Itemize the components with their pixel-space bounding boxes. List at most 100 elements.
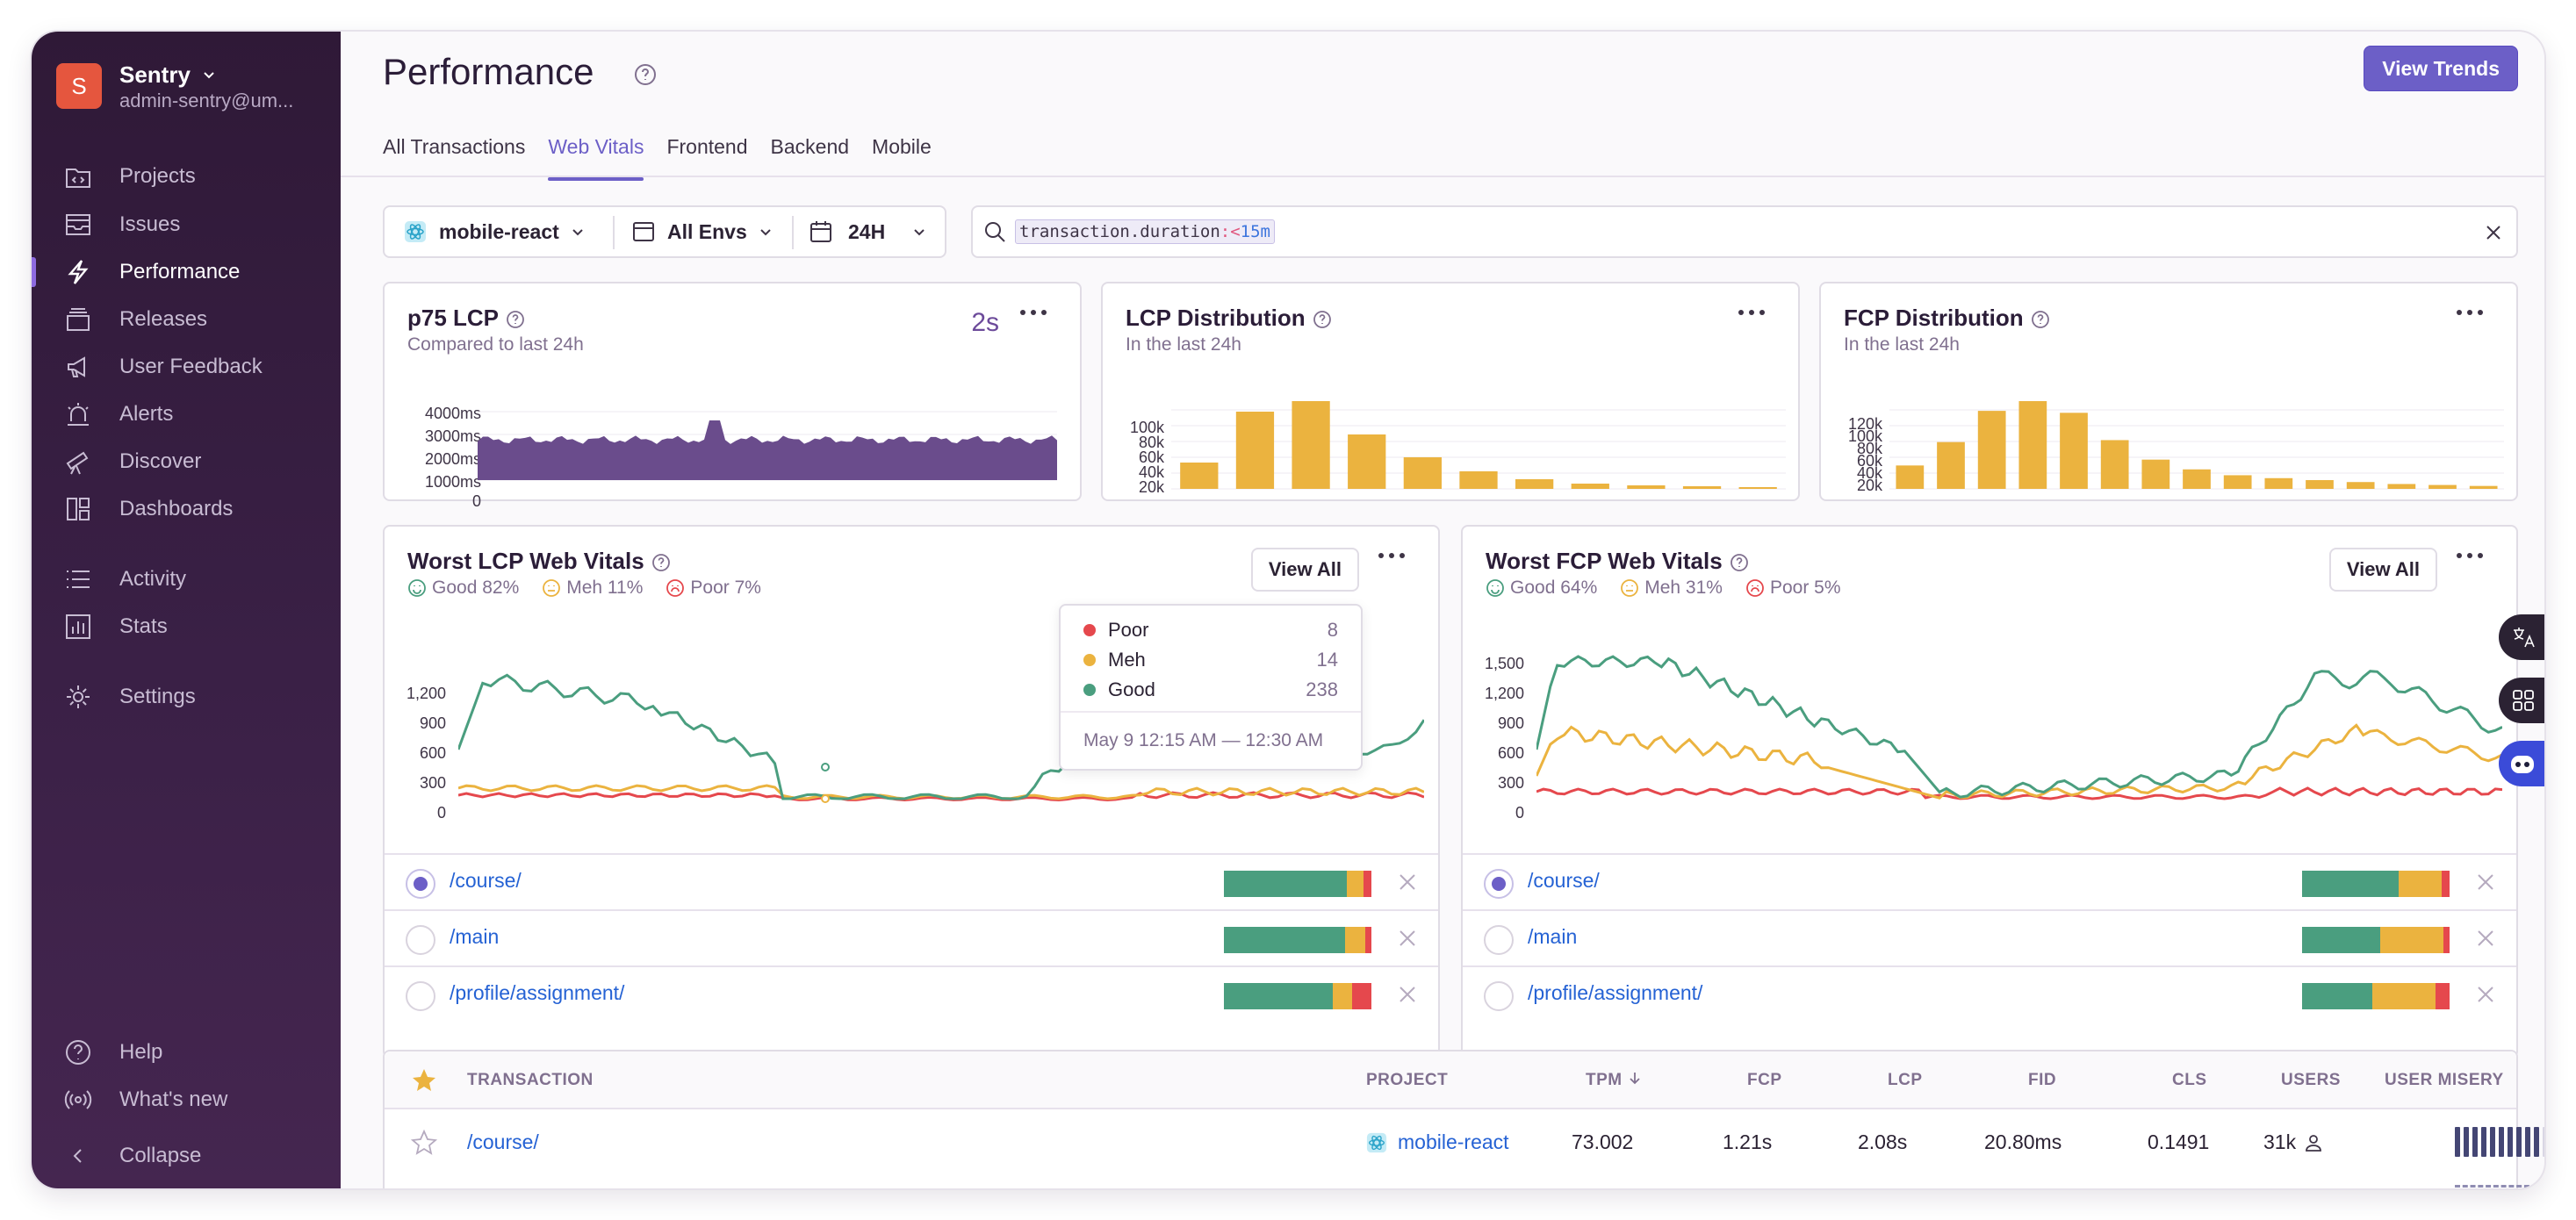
tab-all-transactions[interactable]: All Transactions <box>383 135 526 158</box>
sidebar-item-performance[interactable]: Performance <box>32 252 341 292</box>
date-range-selector[interactable]: 24H <box>809 207 927 256</box>
sidebar-item-dashboards[interactable]: Dashboards <box>32 489 341 529</box>
distribution-bar[interactable] <box>1292 401 1330 489</box>
sidebar-item-whats-new[interactable]: What's new <box>32 1080 341 1120</box>
assistant-button[interactable] <box>2499 741 2544 786</box>
column-header-transaction[interactable]: TRANSACTION <box>467 1071 594 1089</box>
transaction-link[interactable]: /course/ <box>1528 869 1600 892</box>
row-radio[interactable] <box>1484 869 1514 899</box>
close-icon[interactable] <box>2474 927 2497 950</box>
distribution-bar[interactable] <box>1738 487 1777 489</box>
close-icon[interactable] <box>1396 983 1419 1006</box>
distribution-bar[interactable] <box>1180 463 1219 489</box>
help-icon[interactable] <box>651 553 671 572</box>
sidebar-item-settings[interactable]: Settings <box>32 677 341 717</box>
column-header-fcp[interactable]: FCP <box>1747 1071 1782 1089</box>
distribution-bar[interactable] <box>1348 434 1386 489</box>
column-header-fid[interactable]: FID <box>2028 1071 2057 1089</box>
transaction-link[interactable]: /course/ <box>450 869 522 892</box>
distribution-bar[interactable] <box>1459 471 1498 489</box>
org-name[interactable]: Sentry <box>119 61 216 89</box>
tab-frontend[interactable]: Frontend <box>666 135 748 158</box>
transaction-link[interactable]: /course/ <box>467 1130 539 1153</box>
distribution-bar[interactable] <box>2428 484 2457 489</box>
distribution-bar[interactable] <box>1627 485 1666 489</box>
column-header-tpm[interactable]: TPM <box>1586 1071 1642 1090</box>
close-icon[interactable] <box>1396 927 1419 950</box>
distribution-bar[interactable] <box>2100 440 2129 489</box>
table-row[interactable]: /course/ <box>1463 853 2516 909</box>
sidebar-item-activity[interactable]: Activity <box>32 559 341 599</box>
tab-backend[interactable]: Backend <box>770 135 850 158</box>
row-radio[interactable] <box>406 869 435 899</box>
transaction-link[interactable]: /main <box>1528 925 1578 948</box>
sidebar-item-issues[interactable]: Issues <box>32 205 341 245</box>
close-icon[interactable] <box>2474 871 2497 893</box>
distribution-bar[interactable] <box>1403 457 1442 489</box>
search-query-token[interactable]: transaction.duration:<15m <box>1015 219 1275 244</box>
distribution-bar[interactable] <box>2223 475 2252 489</box>
close-icon[interactable] <box>2485 224 2502 241</box>
distribution-bar[interactable] <box>2387 484 2416 489</box>
table-row[interactable]: /main <box>385 909 1438 965</box>
column-header-user-misery[interactable]: USER MISERY <box>2385 1071 2504 1089</box>
table-row[interactable]: /profile/assignment/ <box>1463 965 2516 1022</box>
distribution-bar[interactable] <box>2141 459 2170 489</box>
apps-button[interactable] <box>2499 678 2544 723</box>
translate-button[interactable] <box>2499 614 2544 660</box>
project-selector[interactable]: mobile-react <box>404 207 586 256</box>
distribution-bar[interactable] <box>2183 469 2211 489</box>
sidebar-item-projects[interactable]: Projects <box>32 156 341 197</box>
help-icon[interactable] <box>506 310 525 329</box>
help-icon[interactable] <box>1313 310 1332 329</box>
more-menu-button[interactable] <box>1738 310 1765 319</box>
table-row[interactable]: /profile/assignment/ <box>385 965 1438 1022</box>
distribution-bar[interactable] <box>1682 486 1722 489</box>
sidebar-item-releases[interactable]: Releases <box>32 299 341 340</box>
distribution-bar[interactable] <box>1235 412 1275 489</box>
distribution-bar[interactable] <box>1571 484 1609 489</box>
column-header-project[interactable]: PROJECT <box>1366 1071 1449 1089</box>
close-icon[interactable] <box>1396 871 1419 893</box>
table-row[interactable]: /main <box>1463 909 2516 965</box>
view-all-button[interactable]: View All <box>1250 548 1359 592</box>
more-menu-button[interactable] <box>2457 553 2483 562</box>
more-menu-button[interactable] <box>1020 310 1047 319</box>
sidebar-item-stats[interactable]: Stats <box>32 606 341 647</box>
transaction-link[interactable]: /main <box>450 925 500 948</box>
sidebar-item-user-feedback[interactable]: User Feedback <box>32 347 341 387</box>
sidebar-collapse[interactable]: Collapse <box>32 1136 341 1176</box>
view-all-button[interactable]: View All <box>2328 548 2437 592</box>
search-input[interactable]: transaction.duration:<15m <box>971 205 2518 258</box>
environment-selector[interactable]: All Envs <box>632 207 774 256</box>
column-header-cls[interactable]: CLS <box>2172 1071 2207 1089</box>
table-row[interactable]: /course/ <box>385 853 1438 909</box>
more-menu-button[interactable] <box>2457 310 2483 319</box>
more-menu-button[interactable] <box>1378 553 1405 562</box>
distribution-bar[interactable] <box>1515 479 1554 489</box>
tab-mobile[interactable]: Mobile <box>872 135 932 158</box>
distribution-bar[interactable] <box>1977 411 2006 489</box>
distribution-bar[interactable] <box>2346 482 2375 489</box>
row-radio[interactable] <box>1484 925 1514 955</box>
distribution-bar[interactable] <box>2306 480 2334 489</box>
sidebar-item-discover[interactable]: Discover <box>32 441 341 482</box>
org-avatar[interactable]: S <box>56 63 102 109</box>
sidebar-item-help[interactable]: Help <box>32 1032 341 1073</box>
row-radio[interactable] <box>1484 981 1514 1011</box>
transaction-link[interactable]: /profile/assignment/ <box>450 981 625 1004</box>
distribution-bar[interactable] <box>2018 401 2047 489</box>
star-outline-icon[interactable] <box>411 1129 437 1155</box>
distribution-bar[interactable] <box>1896 465 1925 489</box>
close-icon[interactable] <box>2474 983 2497 1006</box>
tab-web-vitals[interactable]: Web Vitals <box>548 135 644 181</box>
project-link[interactable]: mobile-react <box>1366 1130 1509 1154</box>
distribution-bar[interactable] <box>2469 485 2498 489</box>
column-header-lcp[interactable]: LCP <box>1888 1071 1923 1089</box>
transaction-link[interactable]: /profile/assignment/ <box>1528 981 1703 1004</box>
row-radio[interactable] <box>406 981 435 1011</box>
help-icon[interactable] <box>2031 310 2050 329</box>
star-icon[interactable] <box>411 1067 437 1094</box>
distribution-bar[interactable] <box>2060 413 2088 489</box>
column-header-users[interactable]: USERS <box>2281 1071 2341 1089</box>
